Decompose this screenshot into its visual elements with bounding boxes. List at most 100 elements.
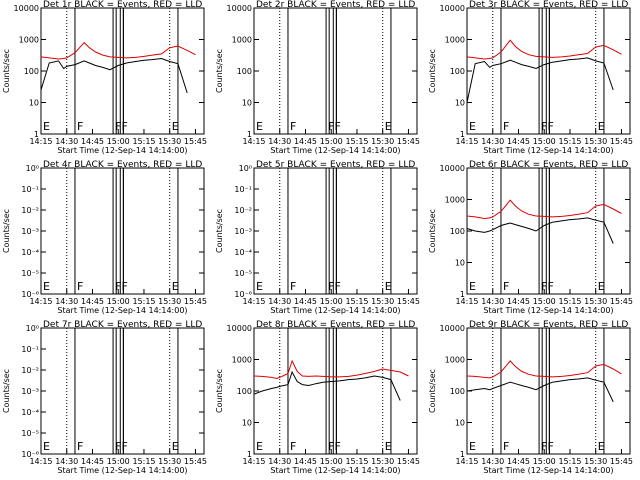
flag-letter: FF: [115, 120, 128, 133]
y-tick-label: 10⁻⁴: [21, 248, 39, 257]
flag-letter: FF: [541, 280, 554, 293]
plot-frame: [40, 167, 205, 295]
flag-letter: F: [77, 440, 83, 453]
flag-letter: E: [172, 440, 179, 453]
x-tick-label: 14:30: [481, 137, 504, 146]
x-tick-label: 14:15: [242, 137, 265, 146]
y-tick-label: 10000: [227, 4, 252, 13]
x-tick-label: 14:15: [29, 297, 52, 306]
y-tick-label: 10: [455, 419, 465, 428]
y-tick-label: 10000: [440, 324, 465, 333]
detector-panel-4: Det 4r BLACK = Events, RED = LLD 10⁰ 10⁻¹ 1…: [2, 160, 207, 315]
flag-letter: FF: [328, 120, 341, 133]
y-tick-label: 10: [242, 419, 252, 428]
events-series-line: [466, 217, 614, 244]
x-tick-label: 15:00: [320, 137, 343, 146]
x-tick-label: 15:45: [184, 457, 207, 466]
flag-letter: F: [503, 120, 509, 133]
y-tick-label: 100: [450, 387, 465, 396]
y-tick-label: 10⁻⁶: [21, 290, 39, 299]
x-tick-label: 15:15: [132, 137, 155, 146]
y-tick-label: 1: [247, 450, 252, 459]
detector-panel-1: Det 1r BLACK = Events, RED = LLD 1 10 100 10…: [2, 0, 207, 155]
y-tick-label: 10⁻³: [21, 387, 39, 396]
flag-letter: E: [598, 280, 605, 293]
y-tick-label: 10⁻⁶: [234, 290, 252, 299]
y-tick-label: 1000: [445, 36, 465, 45]
x-tick-label: 14:45: [294, 297, 317, 306]
x-tick-label: 14:45: [81, 137, 104, 146]
x-tick-label: 15:15: [345, 137, 368, 146]
flag-letter: FF: [115, 280, 128, 293]
x-tick-label: 14:30: [481, 297, 504, 306]
y-tick-label: 1000: [232, 36, 252, 45]
panel-title: Det 2r BLACK = Events, RED = LLD: [256, 0, 415, 10]
panel-title: Det 9r BLACK = Events, RED = LLD: [469, 320, 628, 330]
y-axis-label: Counts/sec: [215, 209, 224, 253]
y-tick-label: 10⁻¹: [21, 345, 39, 354]
x-tick-label: 14:15: [29, 137, 52, 146]
plot-frame: [253, 327, 418, 455]
flag-letter: E: [385, 440, 392, 453]
y-tick-label: 1: [460, 450, 465, 459]
detector-panel-2: Det 2r BLACK = Events, RED = LLD 1 10 100 10…: [215, 0, 420, 155]
flag-letter: E: [43, 120, 50, 133]
flag-letter: F: [77, 280, 83, 293]
x-tick-label: 15:00: [320, 457, 343, 466]
y-axis-label: Counts/sec: [215, 49, 224, 93]
x-tick-label: 15:00: [107, 137, 130, 146]
x-tick-label: 15:30: [584, 137, 607, 146]
x-tick-label: 15:30: [371, 457, 394, 466]
flag-letter: E: [469, 280, 476, 293]
x-tick-label: 15:00: [107, 457, 130, 466]
x-tick-label: 15:30: [584, 457, 607, 466]
flag-letter: E: [598, 120, 605, 133]
detector-panel-8: Det 8r BLACK = Events, RED = LLD 1 10 100 10…: [215, 320, 420, 475]
x-tick-label: 15:15: [558, 137, 581, 146]
flag-letter: E: [172, 280, 179, 293]
y-tick-label: 1: [247, 130, 252, 139]
flag-letter: F: [290, 120, 296, 133]
x-axis-label: Start Time (12-Sep-14 14:14:00): [57, 146, 187, 155]
flag-letter: E: [385, 120, 392, 133]
x-tick-label: 14:45: [507, 457, 530, 466]
detector-panel-3: Det 3r BLACK = Events, RED = LLD 1 10 100 10…: [428, 0, 633, 155]
flag-letter: FF: [541, 440, 554, 453]
x-tick-label: 15:45: [397, 457, 420, 466]
x-axis-label: Start Time (12-Sep-14 14:14:00): [483, 306, 613, 315]
x-axis-label: Start Time (12-Sep-14 14:14:00): [483, 466, 613, 475]
x-tick-label: 15:00: [533, 297, 556, 306]
x-tick-label: 14:45: [81, 297, 104, 306]
x-axis-label: Start Time (12-Sep-14 14:14:00): [57, 306, 187, 315]
x-tick-label: 14:45: [294, 457, 317, 466]
x-axis-label: Start Time (12-Sep-14 14:14:00): [483, 146, 613, 155]
y-tick-label: 10⁻¹: [21, 185, 39, 194]
y-tick-label: 10⁰: [26, 324, 39, 333]
x-tick-label: 15:45: [397, 297, 420, 306]
y-tick-label: 10⁻³: [21, 227, 39, 236]
flag-letter: F: [290, 440, 296, 453]
flag-letter: E: [469, 120, 476, 133]
panel-title: Det 5r BLACK = Events, RED = LLD: [256, 160, 415, 170]
x-tick-label: 14:30: [481, 457, 504, 466]
y-tick-label: 10⁻⁵: [234, 269, 252, 278]
y-tick-label: 10⁻²: [234, 206, 252, 215]
x-tick-label: 15:30: [158, 457, 181, 466]
flag-letter: F: [503, 280, 509, 293]
detector-panel-5: Det 5r BLACK = Events, RED = LLD 10⁰ 10⁻¹ 1…: [215, 160, 420, 315]
plot-frame: [466, 7, 631, 135]
flag-letter: FF: [328, 280, 341, 293]
x-tick-label: 14:30: [268, 457, 291, 466]
events-series-line: [466, 377, 614, 403]
x-axis-label: Start Time (12-Sep-14 14:14:00): [270, 306, 400, 315]
detector-panel-6: Det 6r BLACK = Events, RED = LLD 1 10 100 10…: [428, 160, 633, 315]
x-tick-label: 15:15: [558, 457, 581, 466]
y-tick-label: 10⁻⁴: [21, 408, 39, 417]
x-tick-label: 14:30: [55, 297, 78, 306]
y-tick-label: 10⁻³: [234, 227, 252, 236]
panel-title: Det 8r BLACK = Events, RED = LLD: [256, 320, 415, 330]
x-axis-label: Start Time (12-Sep-14 14:14:00): [270, 146, 400, 155]
y-tick-label: 1000: [232, 356, 252, 365]
flag-letter: E: [256, 280, 263, 293]
